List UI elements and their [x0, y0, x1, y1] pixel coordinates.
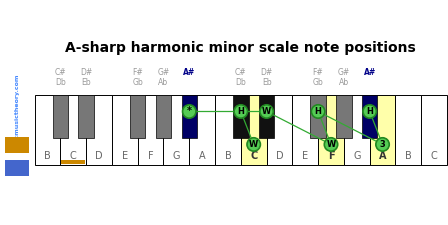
Bar [138, 95, 164, 165]
Bar [344, 95, 370, 165]
Bar [78, 95, 94, 138]
Circle shape [260, 105, 273, 118]
Text: Ab: Ab [159, 78, 168, 87]
Text: W: W [327, 140, 336, 149]
Bar [34, 95, 60, 165]
Text: Db: Db [236, 78, 246, 87]
Circle shape [247, 138, 260, 151]
Text: C: C [250, 151, 257, 161]
Circle shape [363, 105, 376, 118]
Text: C: C [70, 151, 77, 161]
Bar [156, 95, 171, 138]
Text: A-sharp harmonic minor scale note positions: A-sharp harmonic minor scale note positi… [65, 40, 416, 54]
Text: D: D [95, 151, 103, 161]
Text: Eb: Eb [262, 78, 271, 87]
Text: H: H [314, 107, 322, 116]
Text: B: B [224, 151, 231, 161]
Bar [112, 95, 138, 165]
Text: H: H [366, 107, 373, 116]
Text: basicmusictheory.com: basicmusictheory.com [14, 73, 19, 152]
Bar [293, 95, 318, 165]
Text: *: * [187, 106, 192, 117]
Bar [130, 95, 146, 138]
Text: G: G [172, 151, 180, 161]
Bar [267, 95, 293, 165]
Text: H: H [237, 107, 244, 116]
Text: G#: G# [157, 68, 170, 77]
Bar [164, 95, 189, 165]
Text: Db: Db [55, 78, 66, 87]
Text: E: E [302, 151, 308, 161]
Bar [215, 95, 241, 165]
Bar [5, 137, 29, 153]
Bar [318, 95, 344, 165]
Text: F: F [148, 151, 153, 161]
Bar [259, 95, 274, 138]
Bar [181, 95, 197, 138]
Text: B: B [405, 151, 412, 161]
Bar [61, 160, 85, 164]
Text: Gb: Gb [132, 78, 143, 87]
Text: D#: D# [80, 68, 92, 77]
Text: W: W [262, 107, 271, 116]
Text: Eb: Eb [82, 78, 91, 87]
Bar [370, 95, 396, 165]
Circle shape [311, 105, 325, 118]
Circle shape [182, 105, 196, 118]
Text: A: A [199, 151, 206, 161]
Text: G#: G# [338, 68, 350, 77]
Text: A: A [379, 151, 386, 161]
Text: E: E [122, 151, 128, 161]
Bar [396, 95, 421, 165]
Circle shape [376, 138, 389, 151]
Bar [5, 160, 29, 176]
Text: Ab: Ab [339, 78, 349, 87]
Bar [86, 95, 112, 165]
Text: D: D [276, 151, 283, 161]
Bar [53, 95, 68, 138]
Bar [362, 95, 377, 138]
Text: F#: F# [132, 68, 143, 77]
Text: G: G [353, 151, 361, 161]
Text: C#: C# [235, 68, 246, 77]
Bar [421, 95, 447, 165]
Text: D#: D# [260, 68, 273, 77]
Bar [60, 95, 86, 165]
Bar [336, 95, 352, 138]
Bar [241, 95, 267, 165]
Text: A#: A# [363, 68, 376, 77]
Text: B: B [44, 151, 51, 161]
Text: F: F [327, 151, 334, 161]
Text: W: W [249, 140, 258, 149]
Text: C#: C# [55, 68, 66, 77]
Text: 3: 3 [379, 140, 385, 149]
Bar [310, 95, 326, 138]
Circle shape [234, 105, 247, 118]
Text: C: C [431, 151, 437, 161]
Bar [233, 95, 249, 138]
Bar [189, 95, 215, 165]
Text: A#: A# [183, 68, 195, 77]
Circle shape [324, 138, 338, 151]
Text: F#: F# [313, 68, 323, 77]
Text: Gb: Gb [313, 78, 323, 87]
